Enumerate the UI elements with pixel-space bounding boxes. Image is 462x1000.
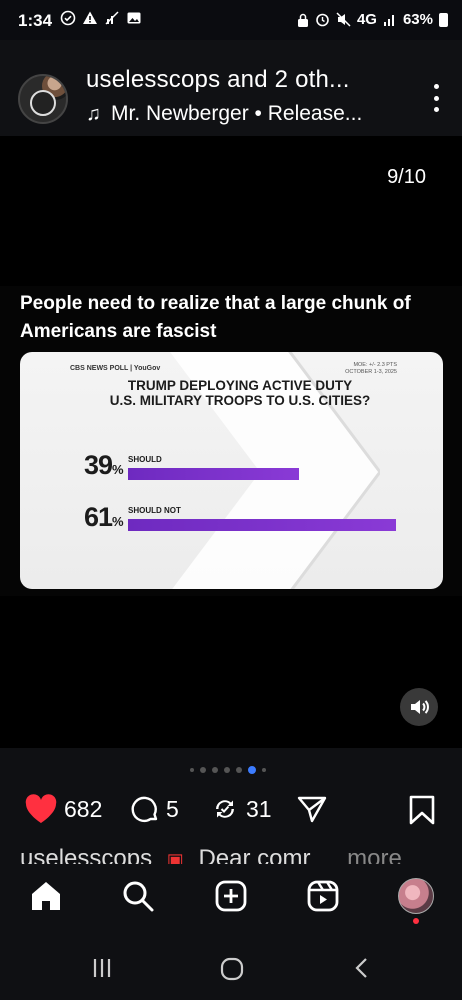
save-button[interactable]	[408, 794, 436, 826]
reels-icon	[307, 880, 339, 912]
profile-notification-dot	[413, 918, 419, 924]
search-icon	[123, 881, 154, 912]
signal-slash-icon	[105, 11, 119, 25]
carousel-dot	[236, 767, 242, 773]
like-button[interactable]: 682	[24, 794, 102, 824]
carousel-dot	[190, 768, 194, 772]
stat-percent-should-not: 61%	[84, 502, 124, 533]
home-icon	[32, 882, 60, 910]
share-button[interactable]	[296, 794, 328, 824]
status-time: 1:34	[18, 11, 53, 30]
bookmark-icon	[409, 795, 435, 825]
system-navigation	[0, 934, 462, 1000]
repost-button[interactable]: 31	[210, 794, 272, 824]
send-icon	[297, 796, 327, 823]
poll-title-line2: U.S. MILITARY TROOPS TO U.S. CITIES?	[109, 393, 371, 408]
stat-label-should: SHOULD	[128, 455, 162, 464]
music-row[interactable]: ♫ Mr. Newberger • Release...	[86, 102, 386, 126]
lock-icon	[297, 13, 308, 27]
repost-count: 31	[246, 795, 272, 822]
bar-should-not	[128, 519, 396, 531]
comment-icon	[131, 796, 158, 823]
carousel-dot-active	[248, 766, 256, 774]
music-label: Mr. Newberger • Release...	[111, 102, 363, 125]
carousel-dot	[200, 767, 206, 773]
poll-moe: MOE: +/- 2.3 PTS OCTOBER 1-3, 2025	[345, 362, 397, 376]
stat-label-should-not: SHOULD NOT	[128, 506, 181, 515]
profile-avatar	[398, 878, 434, 914]
status-right-icons: 4G 63%	[297, 11, 448, 28]
home-circle-icon	[220, 957, 244, 981]
author-avatar-badge	[30, 90, 56, 116]
caption-emoji-icon: ▣	[166, 850, 184, 864]
bottom-navigation	[0, 864, 462, 934]
caption-text: Dear comr	[198, 846, 311, 864]
network-type: 4G	[356, 11, 377, 28]
poll-title: TRUMP DEPLOYING ACTIVE DUTY U.S. MILITAR…	[100, 378, 380, 408]
author-avatar[interactable]	[18, 74, 68, 124]
heart-icon	[25, 794, 57, 823]
bar-should-not-track	[128, 519, 396, 531]
stat-percent-should: 39%	[84, 450, 124, 481]
poll-source-logo: CBS NEWS POLL | YouGov	[70, 365, 161, 372]
alarm-icon	[316, 13, 329, 27]
stat-value-should: 39	[84, 450, 113, 480]
battery-icon	[439, 12, 448, 27]
image-icon	[127, 12, 141, 24]
add-post-icon	[215, 880, 247, 912]
like-count: 682	[64, 795, 103, 822]
home-system-button[interactable]	[219, 956, 245, 987]
post-footer: 682 5 31 uselesscops ▣ Dear comr more	[0, 748, 462, 864]
back-chevron-icon	[355, 958, 367, 978]
author-names[interactable]: uselesscops and 2 oth...	[86, 66, 350, 93]
nav-reels[interactable]	[305, 878, 341, 914]
recent-apps-button[interactable]	[90, 956, 114, 985]
nav-search[interactable]	[120, 878, 156, 914]
battery-percent: 63%	[402, 11, 433, 28]
action-bar: 682 5 31	[0, 788, 462, 832]
status-notification-icons	[60, 10, 142, 26]
more-options-icon[interactable]	[432, 84, 440, 112]
post-header: uselesscops and 2 oth... ♫ Mr. Newberger…	[0, 40, 462, 136]
volume-button[interactable]	[400, 688, 438, 726]
carousel-dot	[262, 768, 266, 772]
caption-username: uselesscops	[20, 846, 153, 864]
recent-apps-icon	[93, 959, 111, 977]
comment-count: 5	[166, 795, 179, 822]
stat-unit-should: %	[112, 462, 124, 477]
nav-create[interactable]	[213, 878, 249, 914]
bar-should	[128, 468, 300, 480]
music-note-icon: ♫	[86, 102, 101, 125]
back-button[interactable]	[350, 956, 374, 985]
moe-line1: MOE: +/- 2.3 PTS	[353, 362, 397, 368]
volume-icon	[411, 700, 429, 714]
caption-more-link[interactable]: more	[347, 846, 402, 864]
post-media[interactable]: 9/10 People need to realize that a large…	[0, 136, 462, 748]
carousel-dot	[212, 767, 218, 773]
moe-line2: OCTOBER 1-3, 2025	[345, 369, 397, 375]
bar-should-track	[128, 468, 300, 480]
caption-preview[interactable]: uselesscops ▣ Dear comr more	[20, 846, 460, 864]
mute-icon	[336, 12, 351, 27]
stat-unit-should-not: %	[112, 514, 124, 529]
check-circle-icon	[60, 10, 76, 26]
poll-graphic: CBS NEWS POLL | YouGov MOE: +/- 2.3 PTS O…	[20, 352, 443, 589]
repost-icon	[216, 800, 234, 818]
warning-icon	[83, 11, 97, 24]
signal-icon	[383, 14, 394, 26]
image-headline: People need to realize that a large chun…	[20, 293, 411, 342]
carousel-dot	[224, 767, 230, 773]
poll-title-line1: TRUMP DEPLOYING ACTIVE DUTY	[127, 378, 353, 393]
comment-button[interactable]: 5	[130, 794, 179, 824]
nav-home[interactable]	[28, 878, 64, 914]
carousel-counter: 9/10	[387, 166, 426, 188]
carousel-indicator	[190, 766, 266, 774]
nav-profile[interactable]	[398, 878, 434, 924]
stat-value-should-not: 61	[84, 502, 113, 532]
status-bar: 1:34 4G 63%	[0, 0, 462, 40]
